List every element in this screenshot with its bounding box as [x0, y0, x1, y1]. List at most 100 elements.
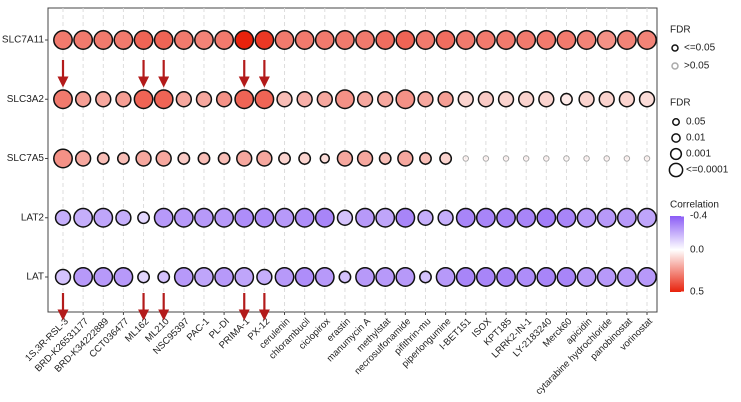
bubble [457, 91, 474, 108]
bubble [455, 207, 476, 228]
bubble [194, 207, 214, 228]
bubble [214, 207, 235, 228]
bubble [496, 207, 516, 228]
bubble [254, 89, 275, 110]
bubble [576, 30, 597, 50]
bubble [93, 267, 114, 287]
bubble [616, 207, 637, 228]
bubble [477, 91, 495, 108]
bubble [234, 30, 255, 50]
bubble [637, 207, 657, 228]
bubble [435, 267, 456, 287]
bubble [173, 267, 194, 287]
bubble [543, 155, 550, 162]
bubble [378, 152, 392, 165]
bubble [482, 155, 490, 162]
bubble [54, 268, 72, 286]
bubble [73, 207, 94, 228]
bubble [356, 91, 374, 108]
bubble [215, 91, 233, 108]
bubble [497, 91, 515, 108]
bubble [93, 207, 114, 228]
bubble [197, 152, 211, 165]
legend-title: FDR [670, 98, 691, 109]
bubble [475, 207, 496, 228]
bubble [95, 91, 112, 108]
bubble [256, 268, 273, 286]
bubble [455, 267, 476, 287]
bubble [375, 30, 396, 50]
bubble [113, 30, 134, 50]
bubble [194, 30, 214, 50]
legend-marker [671, 44, 679, 52]
colorbar-label: 0.5 [690, 287, 704, 298]
bubble [475, 30, 496, 50]
bubble [73, 30, 94, 50]
colorbar [670, 216, 684, 292]
bubble [623, 155, 631, 162]
bubble [455, 30, 476, 50]
bubble [133, 30, 154, 50]
bubble [294, 30, 315, 50]
bubble [496, 30, 516, 50]
bubble [113, 267, 134, 287]
bubble [274, 30, 295, 50]
bubble [603, 155, 610, 162]
bubble [194, 267, 214, 287]
bubble [397, 150, 414, 167]
bubble [296, 91, 313, 108]
bubble [356, 150, 374, 167]
bubble [596, 267, 617, 287]
colorbar-label: 0.0 [690, 244, 704, 255]
bubble [516, 207, 537, 228]
bubble [616, 267, 637, 287]
bubble [254, 207, 275, 228]
bubble [334, 30, 355, 50]
bubble [355, 267, 376, 287]
y-tick-label: SLC7A11 [2, 35, 45, 46]
bubble [556, 30, 577, 50]
bubble [96, 152, 110, 165]
bubble [74, 91, 92, 108]
legend-title: FDR [670, 25, 691, 36]
bubble [173, 207, 194, 228]
legend-size-marker [671, 133, 681, 143]
bubble [53, 30, 73, 50]
legend-label: <=0.05 [684, 43, 716, 54]
legend-title: Correlation [670, 200, 719, 211]
bubble [234, 89, 255, 110]
y-tick-label: LAT [26, 272, 44, 283]
bubble [435, 30, 456, 50]
bubble [135, 150, 152, 167]
bubble [559, 92, 573, 106]
y-tick-label: SLC3A2 [7, 94, 45, 105]
bubble [496, 267, 516, 287]
bubble [338, 270, 352, 284]
bubble [355, 207, 376, 228]
bubble [637, 267, 657, 287]
bubble [415, 30, 436, 50]
bubble [256, 150, 273, 167]
bubble [517, 91, 535, 108]
bubble [294, 267, 315, 287]
bubble [254, 30, 275, 50]
bubble [417, 209, 434, 226]
bubble [177, 152, 191, 165]
bubble [314, 267, 335, 287]
bubble [236, 150, 253, 167]
bubble [294, 207, 315, 228]
bubble [637, 30, 657, 50]
bubble [583, 155, 590, 162]
bubble [153, 30, 174, 50]
bubble [314, 207, 335, 228]
bubble [115, 209, 132, 226]
bubble [155, 150, 172, 167]
bubble [157, 270, 171, 284]
bubble [437, 91, 454, 108]
bubble [153, 89, 174, 110]
bubble [319, 153, 331, 164]
bubble [395, 207, 416, 228]
bubble [556, 207, 577, 228]
legend-size-marker [672, 118, 680, 126]
